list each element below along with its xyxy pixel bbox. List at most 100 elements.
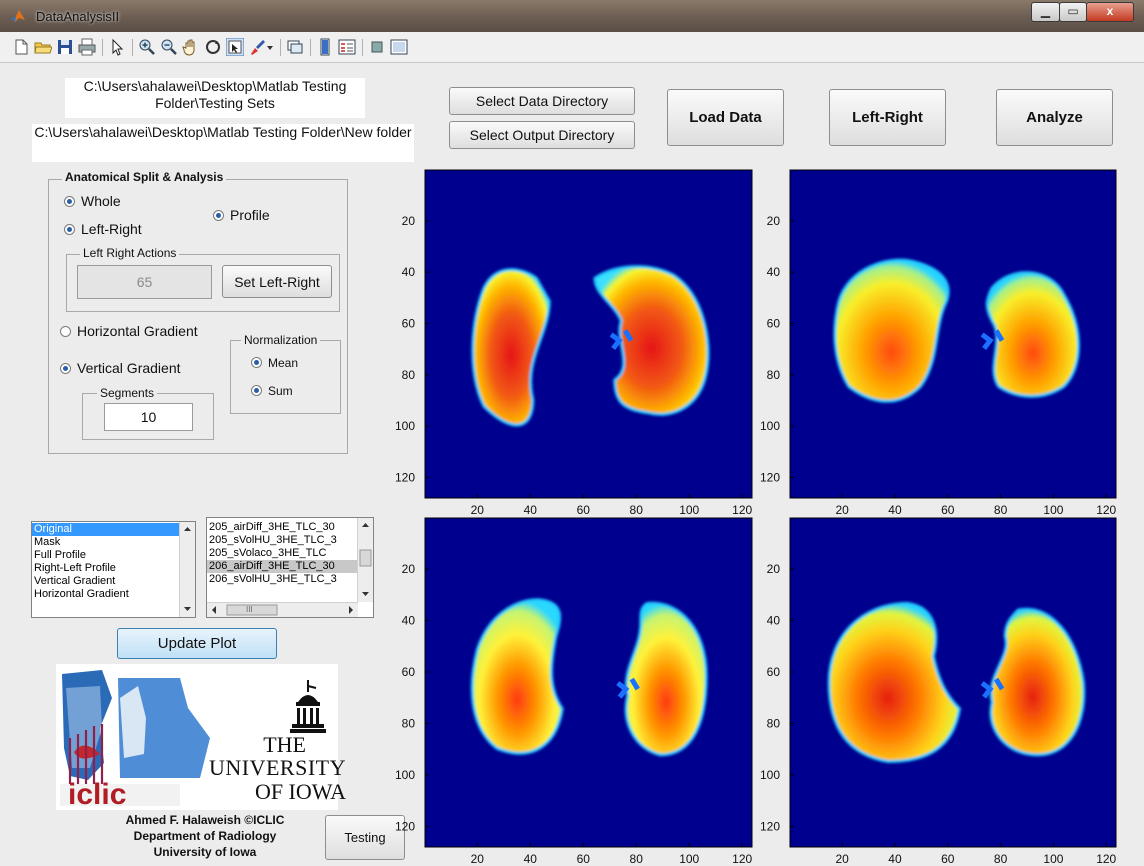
y-tick-label: 120 <box>760 471 780 485</box>
mean-radio[interactable]: Mean <box>251 356 298 370</box>
horizontal-scrollbar[interactable]: III <box>207 602 358 617</box>
x-tick-label: 60 <box>577 852 591 866</box>
set-left-right-button[interactable]: Set Left-Right <box>222 265 332 298</box>
lung-image-axes: 20 40 60 80 100 120 20 40 60 80 100 120 <box>760 517 1117 866</box>
vertical-scrollbar[interactable] <box>357 518 373 602</box>
maximize-button[interactable]: ▭ <box>1059 2 1087 22</box>
pan-hand-icon[interactable] <box>182 38 200 56</box>
file-list[interactable]: 205_airDiff_3HE_TLC_30 205_sVolHU_3HE_TL… <box>206 517 374 618</box>
x-tick-label: 100 <box>679 852 699 866</box>
show-plot-tools-icon[interactable] <box>390 38 408 56</box>
update-plot-button[interactable]: Update Plot <box>117 628 277 659</box>
logo-line-the: THE <box>263 732 306 757</box>
list-item[interactable]: 205_sVolaco_3HE_TLC <box>209 547 327 559</box>
anatomical-split-legend: Anatomical Split & Analysis <box>62 170 227 184</box>
sum-radio[interactable]: Sum <box>251 384 293 398</box>
left-right-value-field[interactable]: 65 <box>77 265 212 299</box>
legend-icon[interactable] <box>338 38 356 56</box>
zoom-out-icon[interactable] <box>160 38 178 56</box>
list-item[interactable]: Horizontal Gradient <box>34 588 129 600</box>
y-tick-label: 20 <box>402 214 416 228</box>
title-bar: DataAnalysisII ▁ ▭ x <box>0 0 1144 32</box>
right-lung-region <box>470 598 564 755</box>
left-right-actions-panel <box>66 254 340 312</box>
new-file-icon[interactable] <box>12 38 30 56</box>
save-icon[interactable] <box>56 38 74 56</box>
iclic-logo-text: iclic <box>68 778 126 808</box>
horizontal-gradient-radio[interactable]: Horizontal Gradient <box>60 323 198 339</box>
colorbar-icon[interactable] <box>316 38 334 56</box>
left-lung-region <box>985 271 1080 398</box>
open-file-icon[interactable] <box>34 38 52 56</box>
lung-image-axes: 20 40 60 80 100 120 20 40 60 80 100 120 <box>395 169 753 517</box>
whole-radio[interactable]: Whole <box>64 193 121 209</box>
list-item[interactable]: 206_sVolHU_3HE_TLC_3 <box>209 573 337 585</box>
y-tick-label: 40 <box>402 613 416 627</box>
minimize-button[interactable]: ▁ <box>1031 2 1060 22</box>
horizontal-gradient-label: Horizontal Gradient <box>77 323 198 339</box>
hide-plot-tools-icon[interactable] <box>368 38 386 56</box>
scrollbar-thumb-grip: III <box>246 605 253 614</box>
analyze-button[interactable]: Analyze <box>996 89 1113 146</box>
data-directory-path: C:\Users\ahalawei\Desktop\Matlab Testing… <box>65 78 365 118</box>
list-item[interactable]: 206_airDiff_3HE_TLC_30 <box>207 560 357 573</box>
right-lung-region <box>833 258 950 403</box>
data-cursor-icon[interactable] <box>226 38 244 56</box>
capitol-dome-icon <box>290 680 326 733</box>
zoom-in-icon[interactable] <box>138 38 156 56</box>
list-item[interactable]: Original <box>32 523 179 536</box>
vertical-scrollbar[interactable] <box>179 522 195 617</box>
list-item[interactable]: 205_airDiff_3HE_TLC_30 <box>209 521 335 533</box>
rotate-3d-icon[interactable] <box>204 38 222 56</box>
select-output-directory-button[interactable]: Select Output Directory <box>449 121 635 149</box>
select-data-directory-button[interactable]: Select Data Directory <box>449 87 635 115</box>
link-plot-icon[interactable] <box>286 38 304 56</box>
segments-field[interactable]: 10 <box>104 403 193 431</box>
vertical-gradient-radio[interactable]: Vertical Gradient <box>60 360 181 376</box>
vertical-gradient-label: Vertical Gradient <box>77 360 181 376</box>
scroll-arrows-icon <box>359 523 372 596</box>
radio-selected-icon <box>251 385 262 396</box>
chevron-down-icon[interactable] <box>266 38 274 56</box>
y-tick-label: 80 <box>402 716 416 730</box>
list-item[interactable]: Mask <box>34 536 61 548</box>
y-tick-label: 40 <box>402 265 416 279</box>
author-credit: Ahmed F. Halaweish ©ICLIC Department of … <box>96 812 314 860</box>
toolbar-separator <box>132 39 133 56</box>
list-item[interactable]: 205_sVolHU_3HE_TLC_3 <box>209 534 337 546</box>
x-tick-label: 80 <box>994 503 1008 517</box>
y-tick-label: 100 <box>395 419 415 433</box>
plot-type-list[interactable]: Original Mask Full Profile Right-Left Pr… <box>31 521 196 618</box>
radio-selected-icon <box>251 357 262 368</box>
x-tick-label: 100 <box>1043 852 1063 866</box>
normalization-panel <box>230 340 341 414</box>
y-tick-label: 60 <box>402 317 416 331</box>
y-tick-label: 100 <box>395 768 415 782</box>
print-icon[interactable] <box>78 38 96 56</box>
list-item[interactable]: Right-Left Profile <box>34 562 116 574</box>
list-item[interactable]: Vertical Gradient <box>34 575 116 587</box>
x-tick-label: 100 <box>679 503 699 517</box>
list-item[interactable]: Full Profile <box>34 549 86 561</box>
load-data-button[interactable]: Load Data <box>667 89 784 146</box>
y-tick-label: 60 <box>402 665 416 679</box>
x-tick-label: 120 <box>1096 503 1116 517</box>
airway-region <box>980 677 1005 699</box>
right-lung-region <box>471 268 551 427</box>
profile-radio[interactable]: Profile <box>213 207 270 223</box>
pointer-icon[interactable] <box>108 38 126 56</box>
scroll-arrows-icon <box>212 604 353 616</box>
radio-selected-icon <box>64 224 75 235</box>
x-tick-label: 60 <box>941 852 955 866</box>
scroll-arrows-icon <box>184 527 191 611</box>
left-right-radio[interactable]: Left-Right <box>64 221 142 237</box>
testing-button[interactable]: Testing <box>325 815 405 860</box>
brush-icon[interactable] <box>248 38 266 56</box>
close-button[interactable]: x <box>1086 2 1134 22</box>
image-background <box>424 517 753 848</box>
left-right-button[interactable]: Left-Right <box>829 89 946 146</box>
x-tick-label: 80 <box>994 852 1008 866</box>
lung-image-axes: 20 40 60 80 100 120 20 40 60 80 100 120 <box>760 169 1117 517</box>
y-tick-label: 40 <box>767 613 781 627</box>
toolbar-separator <box>362 39 363 56</box>
